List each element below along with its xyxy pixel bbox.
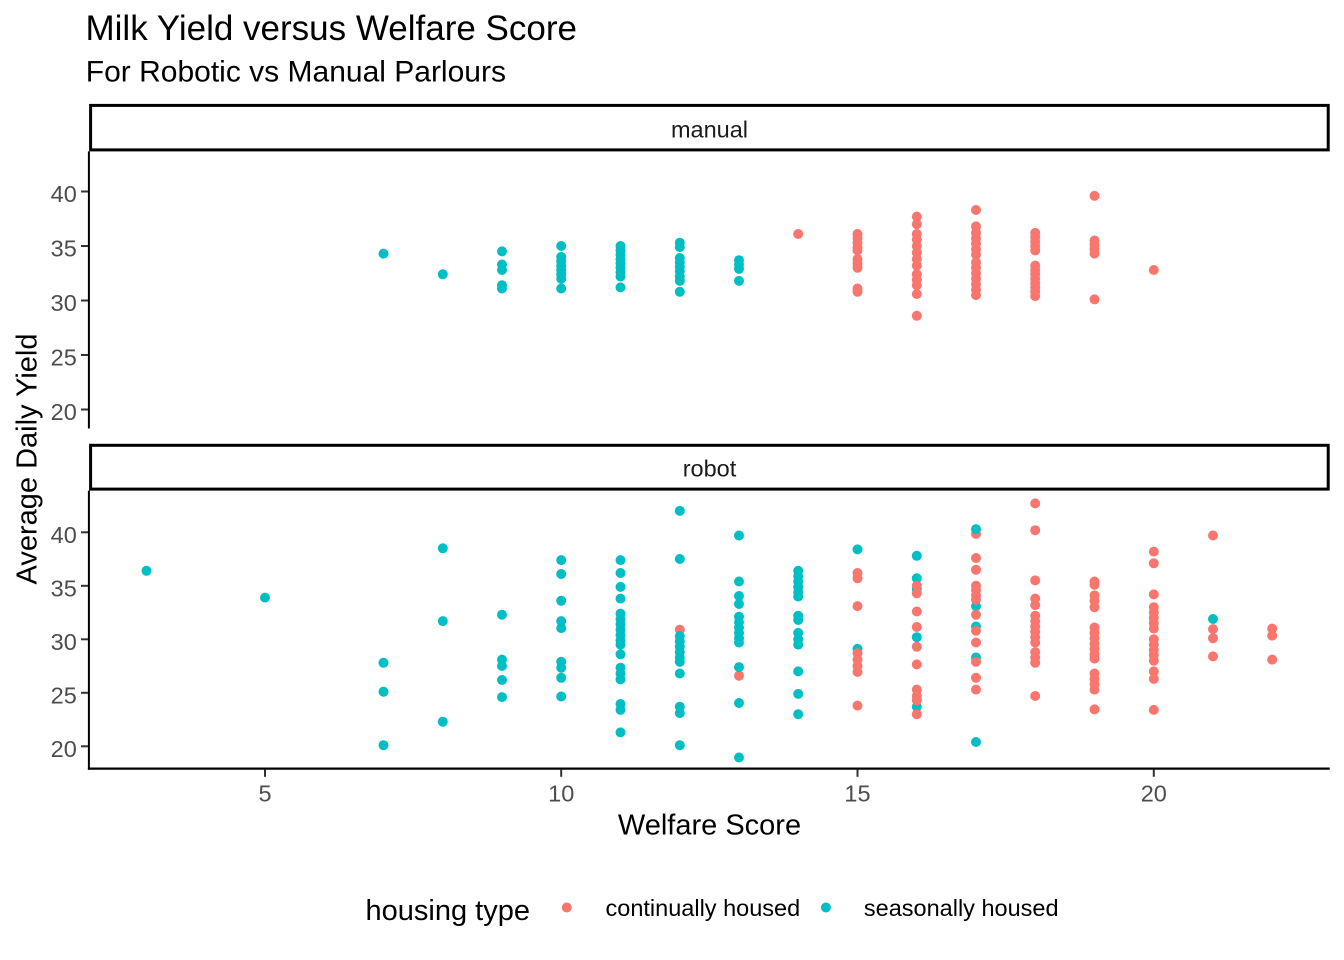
svg-text:seasonally housed: seasonally housed xyxy=(864,895,1059,921)
svg-text:robot: robot xyxy=(683,455,737,481)
svg-text:5: 5 xyxy=(258,781,271,807)
svg-text:For Robotic vs Manual Parlours: For Robotic vs Manual Parlours xyxy=(86,56,506,89)
svg-text:35: 35 xyxy=(51,236,77,262)
svg-text:20: 20 xyxy=(51,399,77,425)
svg-text:housing type: housing type xyxy=(366,895,530,927)
svg-text:Average Daily Yield: Average Daily Yield xyxy=(12,334,44,585)
svg-text:continually housed: continually housed xyxy=(606,895,801,921)
svg-text:40: 40 xyxy=(51,181,77,207)
svg-text:20: 20 xyxy=(51,736,77,762)
svg-text:30: 30 xyxy=(51,629,77,655)
svg-text:35: 35 xyxy=(51,575,77,601)
svg-text:15: 15 xyxy=(844,781,870,807)
svg-text:manual: manual xyxy=(671,116,748,142)
svg-text:30: 30 xyxy=(51,290,77,316)
svg-text:10: 10 xyxy=(548,781,574,807)
svg-text:40: 40 xyxy=(51,522,77,548)
svg-text:Milk Yield versus Welfare Scor: Milk Yield versus Welfare Score xyxy=(86,9,577,48)
svg-text:20: 20 xyxy=(1141,781,1167,807)
svg-text:Welfare Score: Welfare Score xyxy=(618,810,801,842)
svg-text:25: 25 xyxy=(51,682,77,708)
svg-text:25: 25 xyxy=(51,345,77,371)
